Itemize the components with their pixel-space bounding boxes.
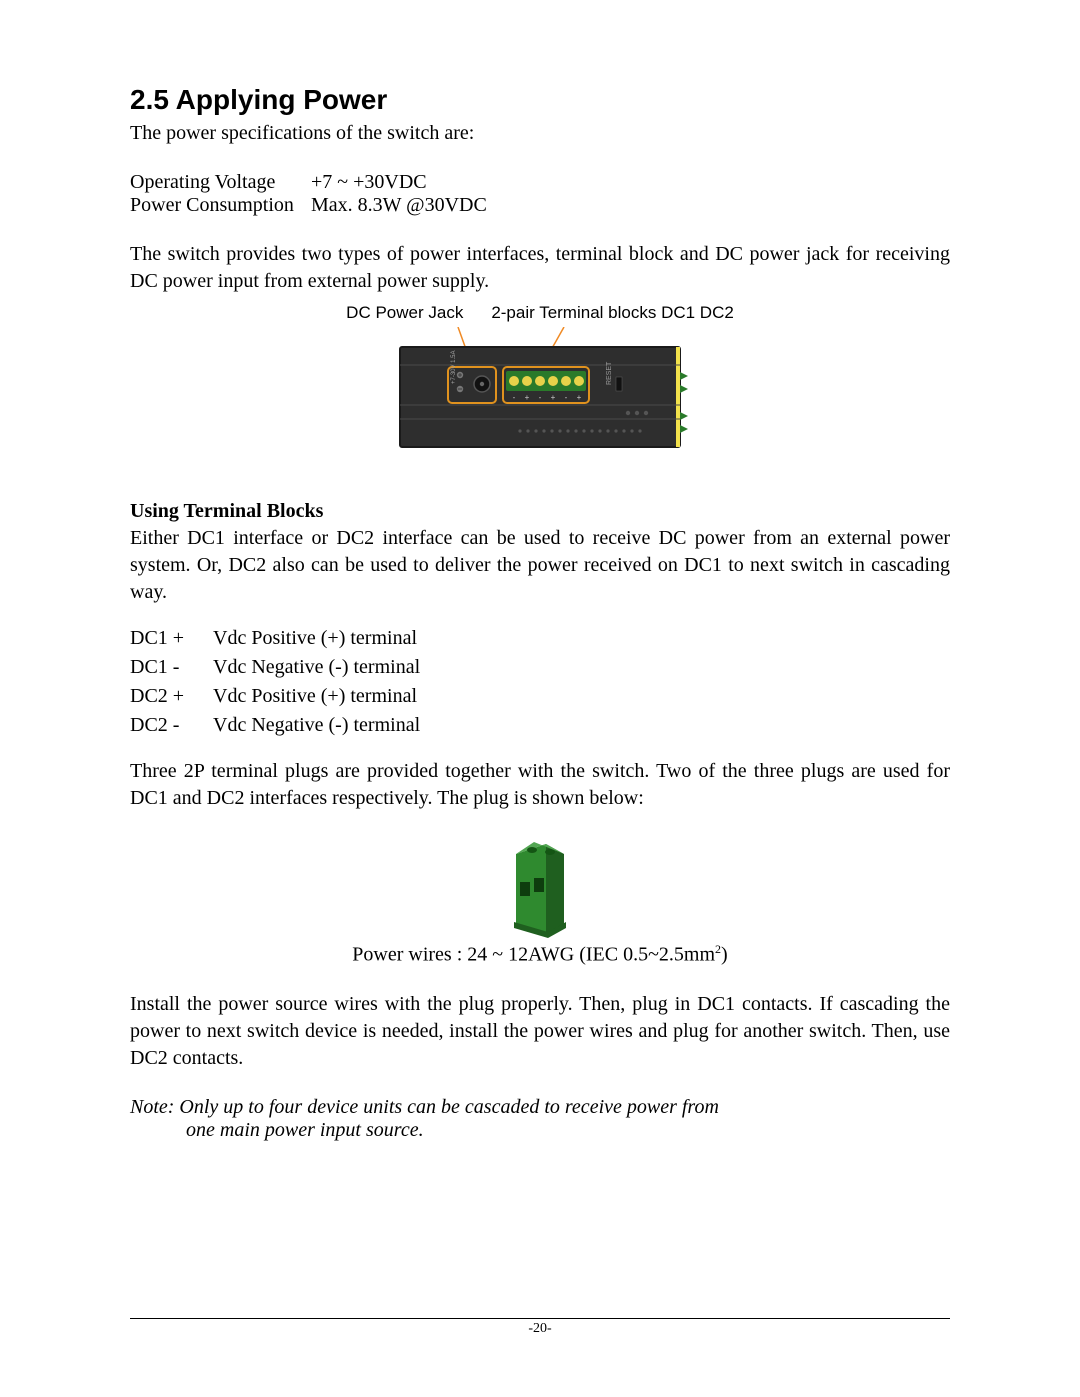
table-row: DC2 - Vdc Negative (-) terminal bbox=[130, 711, 428, 740]
switch-diagram: DC Power Jack 2-pair Terminal blocks DC1… bbox=[130, 303, 950, 462]
svg-text:-: - bbox=[539, 393, 542, 402]
table-row: DC1 + Vdc Positive (+) terminal bbox=[130, 624, 428, 653]
note-line1: Note: Only up to four device units can b… bbox=[130, 1096, 719, 1118]
paragraph: Install the power source wires with the … bbox=[130, 991, 950, 1072]
spec-label: Operating Voltage bbox=[130, 171, 311, 194]
svg-text:RESET: RESET bbox=[606, 361, 613, 385]
note-line2: one main power input source. bbox=[186, 1119, 424, 1142]
svg-text:-: - bbox=[513, 393, 516, 402]
svg-text:+: + bbox=[551, 393, 556, 402]
subheading: Using Terminal Blocks bbox=[130, 500, 950, 523]
caption-suffix: ) bbox=[721, 944, 728, 966]
svg-text:+: + bbox=[577, 393, 582, 402]
term-desc: Vdc Negative (-) terminal bbox=[213, 653, 428, 682]
terminal-table: DC1 + Vdc Positive (+) terminal DC1 - Vd… bbox=[130, 624, 428, 740]
paragraph: Either DC1 interface or DC2 interface ca… bbox=[130, 525, 950, 606]
page-footer: -20- bbox=[130, 1318, 950, 1337]
table-row: Operating Voltage +7 ~ +30VDC bbox=[130, 171, 493, 194]
spec-label: Power Consumption bbox=[130, 194, 311, 217]
table-row: DC2 + Vdc Positive (+) terminal bbox=[130, 682, 428, 711]
term-desc: Vdc Positive (+) terminal bbox=[213, 682, 428, 711]
term-label: DC1 - bbox=[130, 653, 213, 682]
intro-text: The power specifications of the switch a… bbox=[130, 120, 950, 147]
diagram-label-terminals: 2-pair Terminal blocks DC1 DC2 bbox=[491, 303, 734, 323]
plug-caption: Power wires : 24 ~ 12AWG (IEC 0.5~2.5mm2… bbox=[352, 942, 727, 967]
section-heading: 2.5 Applying Power bbox=[130, 84, 950, 116]
svg-text:-: - bbox=[565, 393, 568, 402]
term-desc: Vdc Negative (-) terminal bbox=[213, 711, 428, 740]
table-row: Power Consumption Max. 8.3W @30VDC bbox=[130, 194, 493, 217]
term-label: DC1 + bbox=[130, 624, 213, 653]
svg-text:+: + bbox=[525, 393, 530, 402]
caption-text: Power wires : 24 ~ 12AWG (IEC 0.5~2.5mm bbox=[352, 944, 715, 966]
plug-diagram: Power wires : 24 ~ 12AWG (IEC 0.5~2.5mm2… bbox=[130, 820, 950, 973]
plug-svg bbox=[495, 820, 585, 940]
switch-svg: +7-30V 1.5A bbox=[390, 327, 690, 462]
table-row: DC1 - Vdc Negative (-) terminal bbox=[130, 653, 428, 682]
term-label: DC2 - bbox=[130, 711, 213, 740]
note: Note: Only up to four device units can b… bbox=[130, 1096, 950, 1142]
spec-table: Operating Voltage +7 ~ +30VDC Power Cons… bbox=[130, 171, 493, 217]
spec-value: Max. 8.3W @30VDC bbox=[311, 194, 493, 217]
svg-text:+7-30V 1.5A: +7-30V 1.5A bbox=[451, 350, 457, 384]
term-label: DC2 + bbox=[130, 682, 213, 711]
paragraph: Three 2P terminal plugs are provided tog… bbox=[130, 758, 950, 812]
spec-value: +7 ~ +30VDC bbox=[311, 171, 493, 194]
page-number: -20- bbox=[528, 1321, 551, 1336]
diagram-label-jack: DC Power Jack bbox=[346, 303, 463, 323]
paragraph: The switch provides two types of power i… bbox=[130, 241, 950, 295]
term-desc: Vdc Positive (+) terminal bbox=[213, 624, 428, 653]
